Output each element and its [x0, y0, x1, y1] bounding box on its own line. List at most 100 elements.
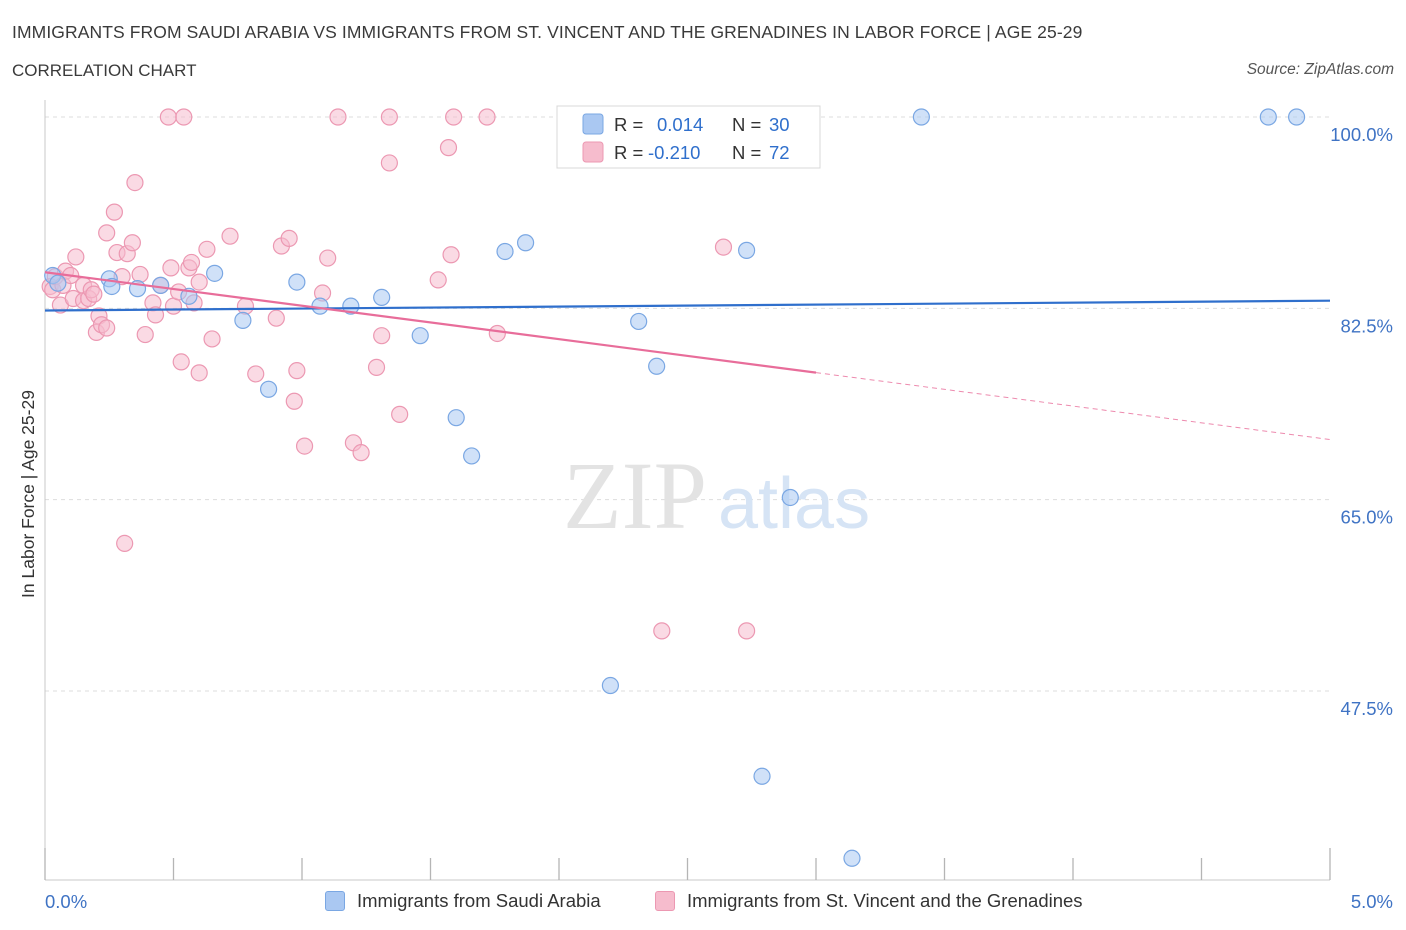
pink-point-32: [162, 259, 180, 277]
legend-item-saudi-arabia: Immigrants from Saudi Arabia: [325, 890, 601, 912]
pink-point-68: [488, 324, 506, 343]
legend-swatch-blue: [325, 891, 345, 911]
pink-point-42: [198, 240, 216, 258]
pink-point-29: [146, 306, 165, 324]
pink-point-41: [190, 273, 208, 291]
pink-point-43: [203, 330, 221, 348]
pink-point-66: [445, 108, 463, 126]
pink-point-22: [116, 534, 134, 553]
pink-trend-extension: [815, 372, 1331, 441]
legend-pink-n-label: N =: [732, 142, 761, 163]
blue-trend-line: [44, 299, 1331, 312]
legend-item-st-vincent: Immigrants from St. Vincent and the Gren…: [655, 890, 1083, 912]
watermark: ZIP atlas: [563, 442, 870, 549]
pink-point-61: [380, 154, 398, 172]
pink-point-49: [280, 229, 298, 247]
pink-point-71: [738, 622, 756, 640]
pink-point-70: [714, 238, 733, 256]
blue-point-8: [234, 311, 252, 329]
legend-blue-n-label: N =: [732, 114, 761, 135]
blue-point-11: [311, 297, 329, 315]
pink-point-57: [352, 444, 370, 462]
blue-point-26: [781, 488, 799, 507]
blue-point-27: [843, 849, 861, 867]
y-axis-label: In Labor Force | Age 25-29: [18, 390, 38, 598]
pink-point-17: [98, 319, 116, 337]
y-tick-label-1: 82.5%: [1341, 315, 1393, 336]
blue-point-12: [342, 297, 360, 315]
source-credit: Source: ZipAtlas.com: [1246, 61, 1394, 78]
pink-point-50: [285, 392, 303, 410]
pink-point-24: [123, 234, 141, 252]
blue-point-14: [411, 327, 429, 345]
pink-point-8: [67, 248, 85, 266]
chart-title: IMMIGRANTS FROM SAUDI ARABIA VS IMMIGRAN…: [12, 22, 1083, 42]
pink-point-38: [182, 253, 201, 272]
pink-series-points: [41, 108, 756, 640]
blue-point-30: [1287, 108, 1306, 126]
pink-point-58: [367, 358, 386, 376]
pink-point-67: [478, 108, 496, 126]
pink-point-46: [247, 365, 265, 383]
x-tick-label-1: 5.0%: [1351, 891, 1393, 912]
blue-point-5: [152, 276, 170, 294]
pink-point-62: [391, 405, 409, 423]
legend-blue-r-value: 0.014: [657, 114, 703, 135]
blue-point-19: [601, 676, 620, 695]
legend-pink-swatch: [582, 141, 604, 163]
legend-pink-r-value: -0.210: [648, 142, 700, 163]
x-tick-labels: 0.0% 5.0%: [45, 891, 1393, 912]
legend-label-saudi-arabia: Immigrants from Saudi Arabia: [357, 890, 601, 911]
blue-point-17: [496, 242, 514, 261]
pink-point-27: [136, 325, 154, 344]
pink-point-52: [295, 437, 314, 455]
pink-point-69: [653, 622, 671, 640]
blue-point-16: [463, 447, 481, 465]
legend-pink-n-value: 72: [769, 142, 790, 163]
pink-point-25: [126, 174, 144, 192]
blue-point-20: [630, 312, 648, 331]
gridlines: [45, 116, 1330, 692]
pink-point-26: [131, 265, 149, 284]
legend-swatch-pink: [655, 891, 675, 911]
blue-point-13: [373, 288, 391, 306]
series-legend: Immigrants from Saudi Arabia Immigrants …: [0, 890, 1406, 916]
pink-point-47: [267, 309, 285, 327]
pink-point-63: [429, 271, 447, 289]
pink-point-13: [85, 285, 103, 303]
pink-point-55: [329, 108, 347, 126]
pink-trend-line: [44, 271, 817, 374]
pink-point-51: [288, 362, 306, 380]
x-tick-label-0: 0.0%: [45, 891, 87, 912]
pink-point-33: [164, 297, 183, 315]
pink-point-45: [236, 297, 255, 315]
y-tick-labels: 100.0% 82.5% 65.0% 47.5%: [1330, 124, 1393, 719]
watermark-zip: ZIP: [563, 442, 707, 549]
pink-point-54: [319, 249, 337, 267]
blue-point-1: [49, 274, 67, 292]
pink-point-18: [98, 224, 116, 242]
legend-blue-r-label: R =: [614, 114, 643, 135]
pink-point-19: [105, 203, 123, 221]
pink-point-64: [439, 139, 458, 157]
legend-blue-n-value: 30: [769, 114, 790, 135]
blue-point-9: [259, 380, 278, 398]
pink-point-60: [380, 108, 398, 126]
correlation-legend: R = 0.014 N = 30 R = -0.210 N = 72: [556, 105, 821, 169]
trend-lines: [44, 271, 1331, 441]
pink-point-44: [221, 227, 239, 245]
blue-point-10: [288, 273, 306, 291]
pink-point-31: [159, 108, 177, 126]
blue-point-7: [206, 264, 224, 282]
pink-point-36: [175, 108, 193, 126]
axes: [44, 100, 1331, 881]
pink-point-35: [172, 353, 190, 371]
legend-blue-swatch: [582, 113, 604, 135]
chart-subtitle: CORRELATION CHART: [12, 61, 197, 80]
y-tick-label-2: 65.0%: [1341, 507, 1393, 528]
pink-point-40: [190, 364, 208, 382]
blue-point-23: [738, 241, 756, 259]
pink-point-65: [442, 246, 460, 264]
y-tick-label-3: 47.5%: [1341, 698, 1393, 719]
